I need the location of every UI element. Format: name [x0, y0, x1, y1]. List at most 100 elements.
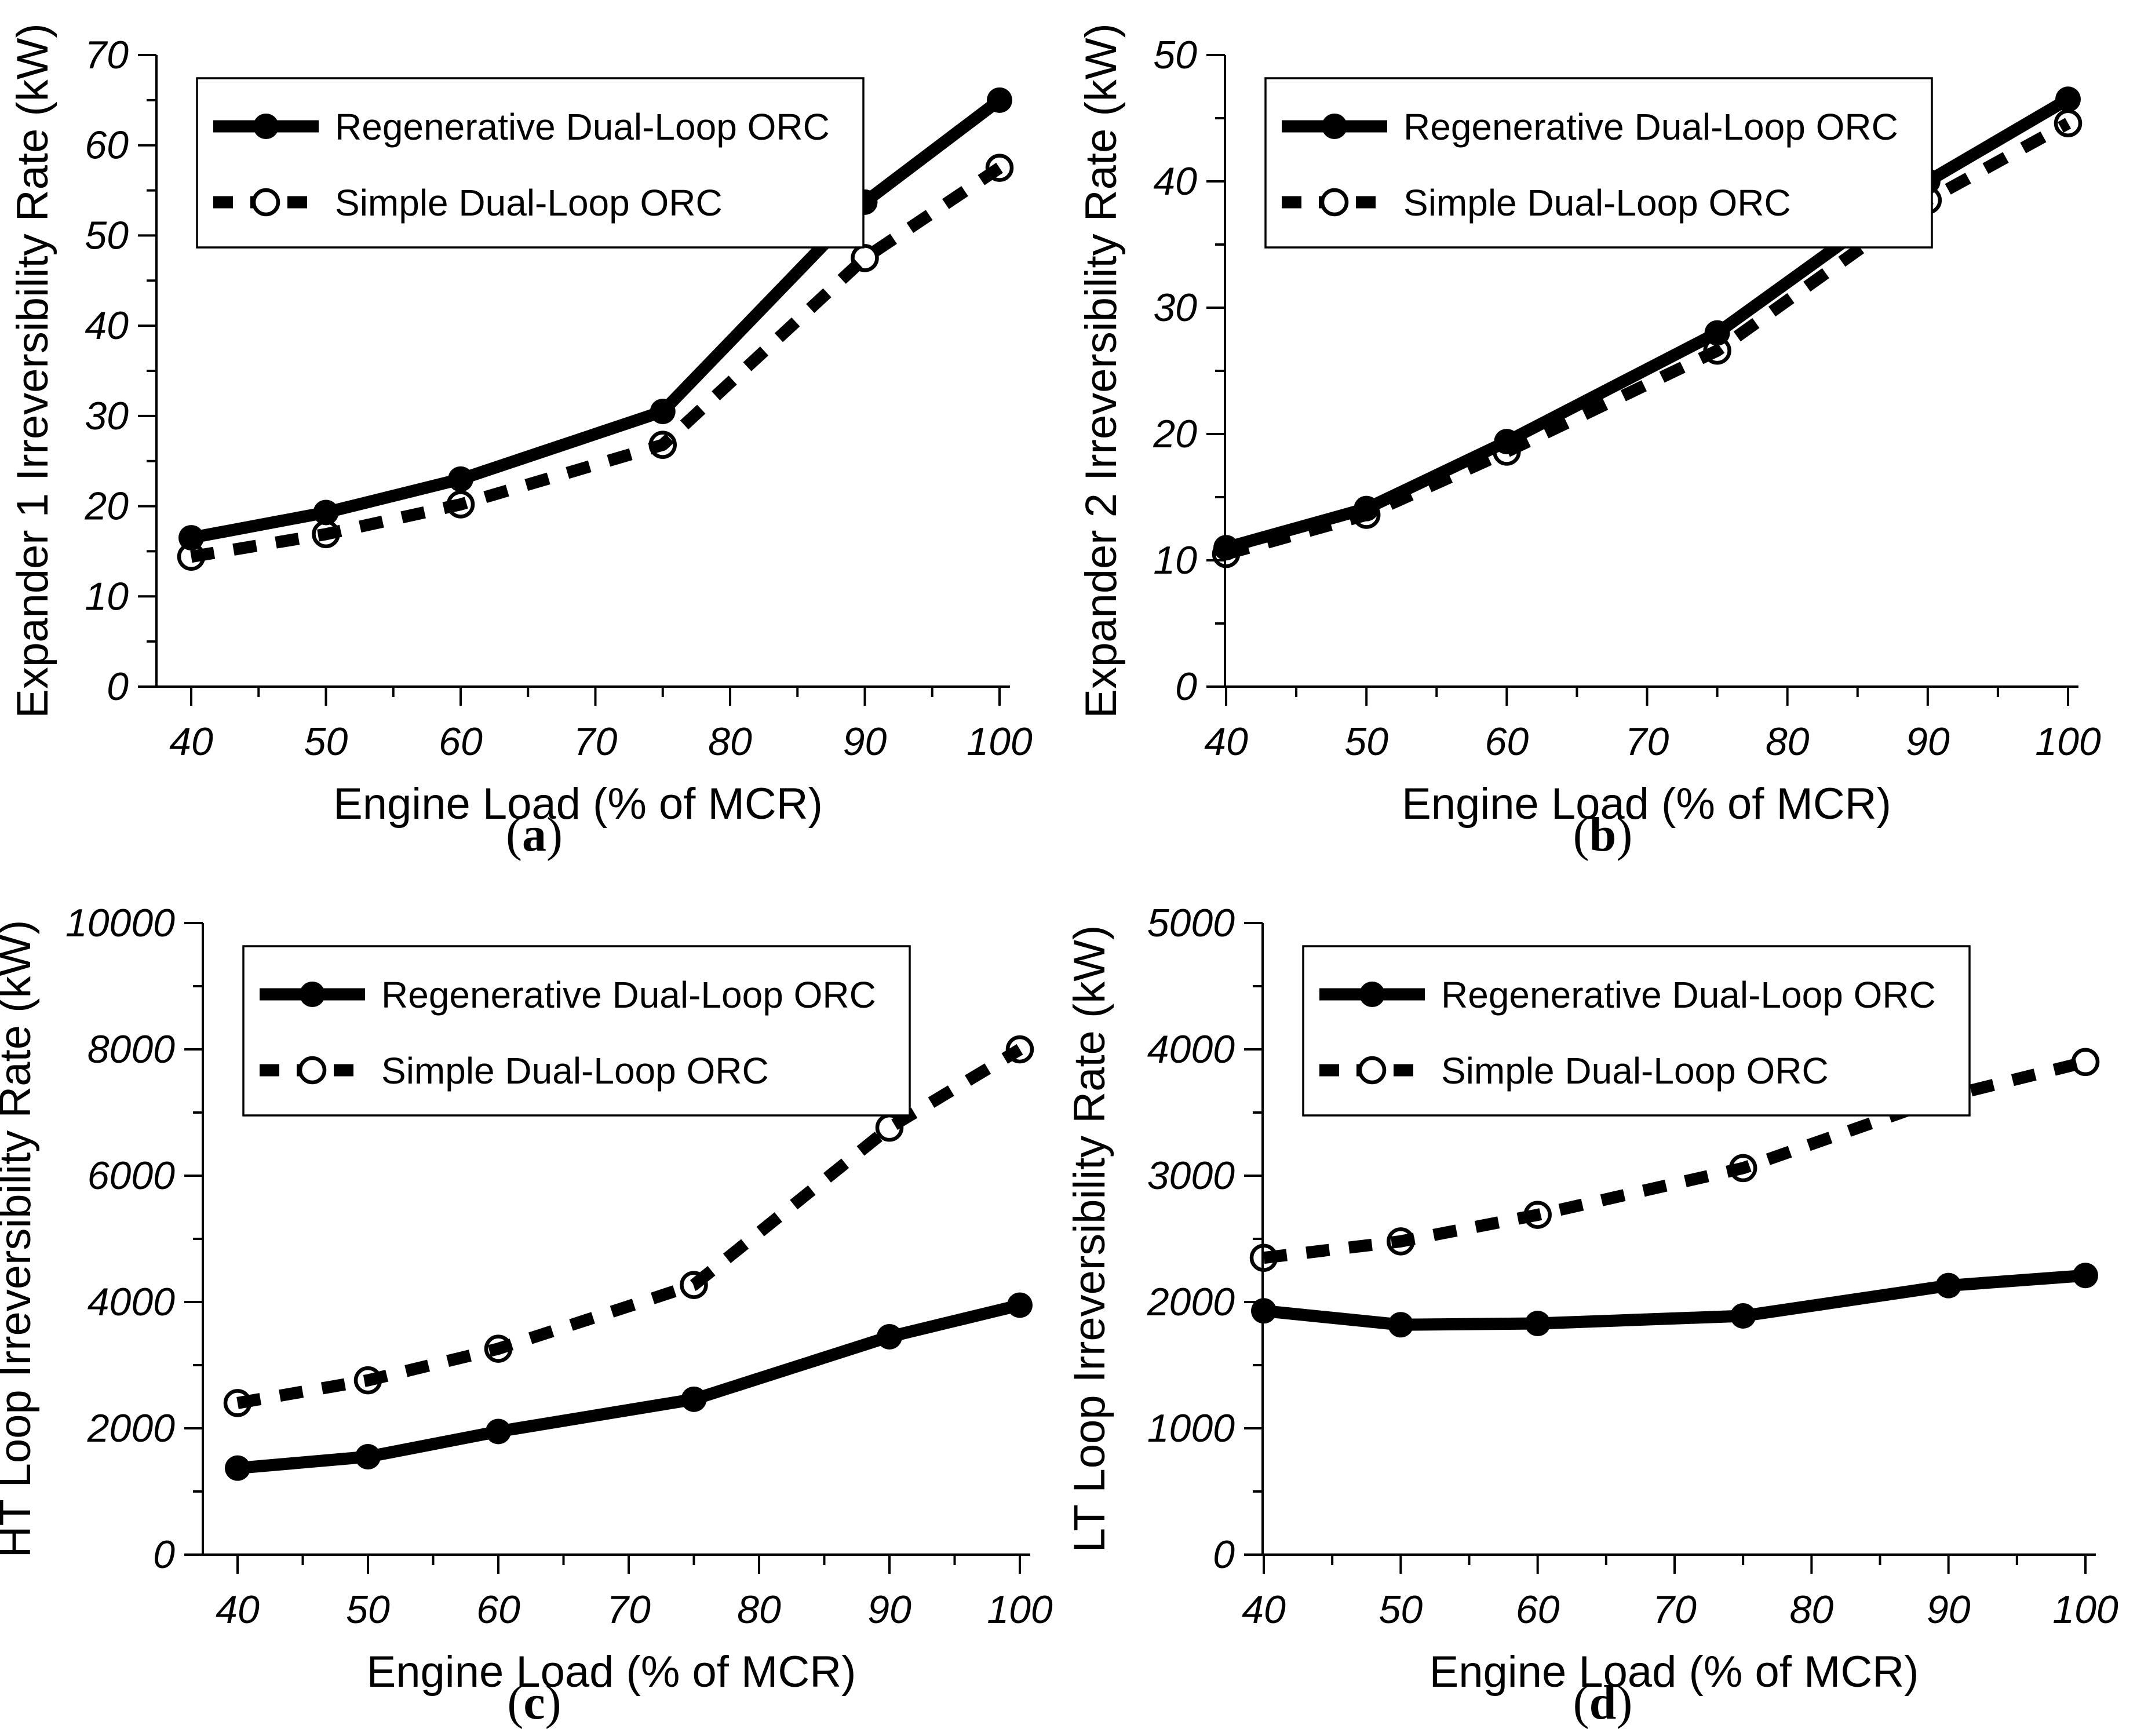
y-ticks: 0 10 20 30 40 50 60 70 — [84, 33, 156, 709]
series-simple-dual-loop-orc — [1212, 109, 2083, 568]
data-point-marker-open — [1523, 1201, 1552, 1229]
data-point-marker-open — [2054, 109, 2083, 137]
legend-item-regenerative-dual-loop-orc: Regenerative Dual-Loop ORC — [1319, 974, 1936, 1016]
chart-svg-d: 0 1000 2000 3000 4000 5000 40 50 60 70 80 90 100 Engi… — [1068, 868, 2137, 1736]
data-point-marker-open — [446, 490, 475, 519]
x-tick-label: 90 — [867, 1588, 911, 1632]
series-regenerative-dual-loop-orc — [178, 87, 1012, 551]
y-tick-label: 70 — [85, 33, 129, 77]
data-point-marker-open — [1249, 1243, 1278, 1272]
series-regenerative-dual-loop-orc — [1251, 1263, 2098, 1338]
legend: Regenerative Dual-Loop ORC Simple Dual-Lo… — [242, 945, 911, 1117]
data-point-marker-filled — [1730, 1303, 1756, 1329]
y-tick-label: 0 — [107, 665, 129, 709]
data-point-marker-open — [851, 244, 879, 272]
panel-caption: (a) — [506, 808, 563, 862]
y-axis-label: HT Loop Irreversibility Rate (kW) — [0, 920, 40, 1558]
data-point-marker-open — [1387, 1227, 1415, 1256]
y-tick-label: 4000 — [1147, 1027, 1235, 1071]
y-tick-label: 0 — [1213, 1533, 1235, 1577]
x-axis-label: Engine Load (% of MCR) — [367, 1647, 856, 1697]
data-point-marker-open — [648, 431, 677, 459]
panel-d: 0 1000 2000 3000 4000 5000 40 50 60 70 80 90 100 Engi… — [1068, 868, 2137, 1736]
x-tick-label: 60 — [439, 720, 483, 764]
y-tick-label: 10 — [85, 574, 129, 618]
legend-marker-filled — [1322, 114, 1347, 139]
panel-caption: (c) — [507, 1676, 561, 1730]
legend-label: Simple Dual-Loop ORC — [1403, 182, 1791, 224]
legend-marker-filled — [253, 114, 279, 139]
series-line-simple-dual-loop-orc — [236, 1044, 1023, 1409]
data-point-marker-open — [177, 542, 206, 571]
legend-label: Simple Dual-Loop ORC — [335, 182, 723, 224]
y-tick-label: 0 — [153, 1533, 175, 1577]
data-point-marker-filled — [1935, 1272, 1961, 1299]
y-tick-label: 30 — [85, 394, 129, 438]
x-tick-label: 90 — [1906, 720, 1950, 764]
series-regenerative-dual-loop-orc — [225, 1292, 1033, 1481]
legend-marker-filled — [1359, 982, 1385, 1007]
data-point-marker-open — [1728, 1154, 1757, 1183]
data-point-marker-filled — [2055, 86, 2081, 112]
x-tick-label: 90 — [1927, 1588, 1971, 1632]
data-point-marker-open — [1703, 336, 1731, 365]
data-point-marker-filled — [877, 1323, 902, 1350]
data-point-marker-filled — [313, 499, 339, 526]
series-line-simple-dual-loop-orc — [1263, 1056, 2087, 1264]
legend-item-regenerative-dual-loop-orc: Regenerative Dual-Loop ORC — [1282, 106, 1898, 148]
y-tick-label: 40 — [1153, 159, 1197, 203]
y-ticks: 0 1000 2000 3000 4000 5000 — [1147, 901, 1263, 1577]
y-axis-label: Expander 2 Irreversibility Rate (kW) — [1077, 23, 1126, 718]
x-ticks: 40 50 60 70 80 90 100 — [169, 687, 1033, 764]
x-tick-label: 60 — [1516, 1588, 1560, 1632]
legend-item-regenerative-dual-loop-orc: Regenerative Dual-Loop ORC — [213, 106, 830, 148]
legend-marker-open — [1358, 1056, 1387, 1085]
data-point-marker-filled — [2073, 1263, 2098, 1289]
x-tick-label: 40 — [1204, 720, 1248, 764]
y-tick-label: 5000 — [1147, 901, 1235, 945]
series-line-regenerative-dual-loop-orc — [1224, 94, 2072, 554]
data-point-marker-filled — [1525, 1311, 1551, 1337]
y-tick-label: 0 — [1175, 665, 1197, 709]
x-tick-label: 40 — [169, 720, 213, 764]
chart-svg-b: 0 10 20 30 40 50 40 50 60 70 80 90 100 Engine Load (%… — [1068, 0, 2137, 868]
data-point-marker-open — [1212, 539, 1241, 568]
x-tick-label: 70 — [607, 1588, 651, 1632]
data-point-marker-open — [985, 154, 1014, 182]
x-tick-label: 100 — [987, 1588, 1053, 1632]
y-axis-label: LT Loop Irreversibility Rate (kW) — [1068, 925, 1114, 1553]
x-tick-label: 50 — [304, 720, 348, 764]
x-tick-label: 80 — [1790, 1588, 1834, 1632]
x-tick-label: 50 — [1379, 1588, 1423, 1632]
panel-b: 0 10 20 30 40 50 40 50 60 70 80 90 100 Engine Load (%… — [1068, 0, 2137, 868]
x-tick-label: 100 — [2052, 1588, 2118, 1632]
x-axis-label: Engine Load (% of MCR) — [1429, 1647, 1919, 1697]
y-tick-label: 20 — [1153, 412, 1197, 456]
y-tick-label: 1000 — [1147, 1406, 1235, 1450]
x-tick-label: 90 — [843, 720, 887, 764]
legend-label: Regenerative Dual-Loop ORC — [381, 974, 876, 1016]
legend-box — [1264, 77, 1933, 249]
series-line-regenerative-dual-loop-orc — [1263, 1269, 2086, 1331]
data-point-marker-filled — [448, 466, 473, 492]
y-axis-label: Expander 1 Irreversibility Rate (kW) — [8, 23, 57, 718]
legend-marker-filled — [300, 982, 325, 1007]
legend-item-simple-dual-loop-orc: Simple Dual-Loop ORC — [213, 182, 723, 224]
x-tick-label: 50 — [346, 1588, 390, 1632]
series-simple-dual-loop-orc — [177, 154, 1014, 571]
x-tick-label: 70 — [574, 720, 618, 764]
legend-box — [1302, 945, 1971, 1117]
x-ticks: 40 50 60 70 80 90 100 — [216, 1555, 1053, 1632]
legend-label: Regenerative Dual-Loop ORC — [1441, 974, 1936, 1016]
panel-caption: (d) — [1573, 1676, 1633, 1730]
x-tick-label: 80 — [708, 720, 752, 764]
y-tick-label: 50 — [85, 213, 129, 257]
y-tick-label: 60 — [85, 123, 129, 167]
series-line-simple-dual-loop-orc — [1224, 118, 2072, 560]
x-tick-label: 80 — [1766, 720, 1810, 764]
panel-c: 0 2000 4000 6000 8000 10000 40 50 60 70 80 90 100 Eng… — [0, 868, 1068, 1736]
legend-label: Simple Dual-Loop ORC — [381, 1050, 769, 1092]
legend-marker-open — [1320, 188, 1349, 217]
data-point-marker-filled — [1388, 1312, 1414, 1338]
data-point-marker-filled — [650, 399, 676, 425]
